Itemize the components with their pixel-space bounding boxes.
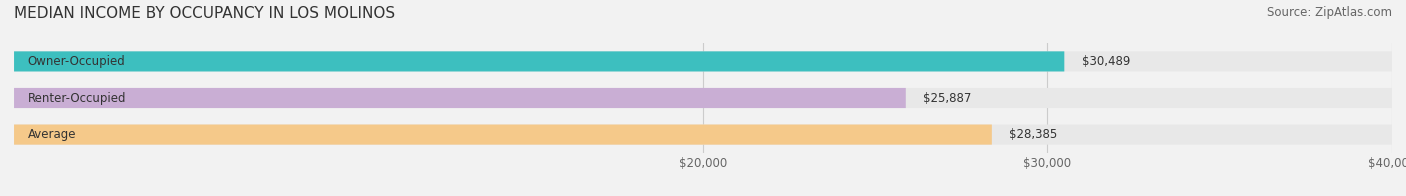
Text: MEDIAN INCOME BY OCCUPANCY IN LOS MOLINOS: MEDIAN INCOME BY OCCUPANCY IN LOS MOLINO… (14, 6, 395, 21)
Text: $30,489: $30,489 (1081, 55, 1130, 68)
Text: $25,887: $25,887 (922, 92, 972, 104)
Text: Average: Average (28, 128, 76, 141)
FancyBboxPatch shape (14, 88, 1392, 108)
Text: $28,385: $28,385 (1010, 128, 1057, 141)
Text: Owner-Occupied: Owner-Occupied (28, 55, 125, 68)
FancyBboxPatch shape (14, 124, 1392, 145)
FancyBboxPatch shape (14, 51, 1064, 72)
FancyBboxPatch shape (14, 124, 991, 145)
Text: Renter-Occupied: Renter-Occupied (28, 92, 127, 104)
Text: Source: ZipAtlas.com: Source: ZipAtlas.com (1267, 6, 1392, 19)
FancyBboxPatch shape (14, 88, 905, 108)
FancyBboxPatch shape (14, 51, 1392, 72)
